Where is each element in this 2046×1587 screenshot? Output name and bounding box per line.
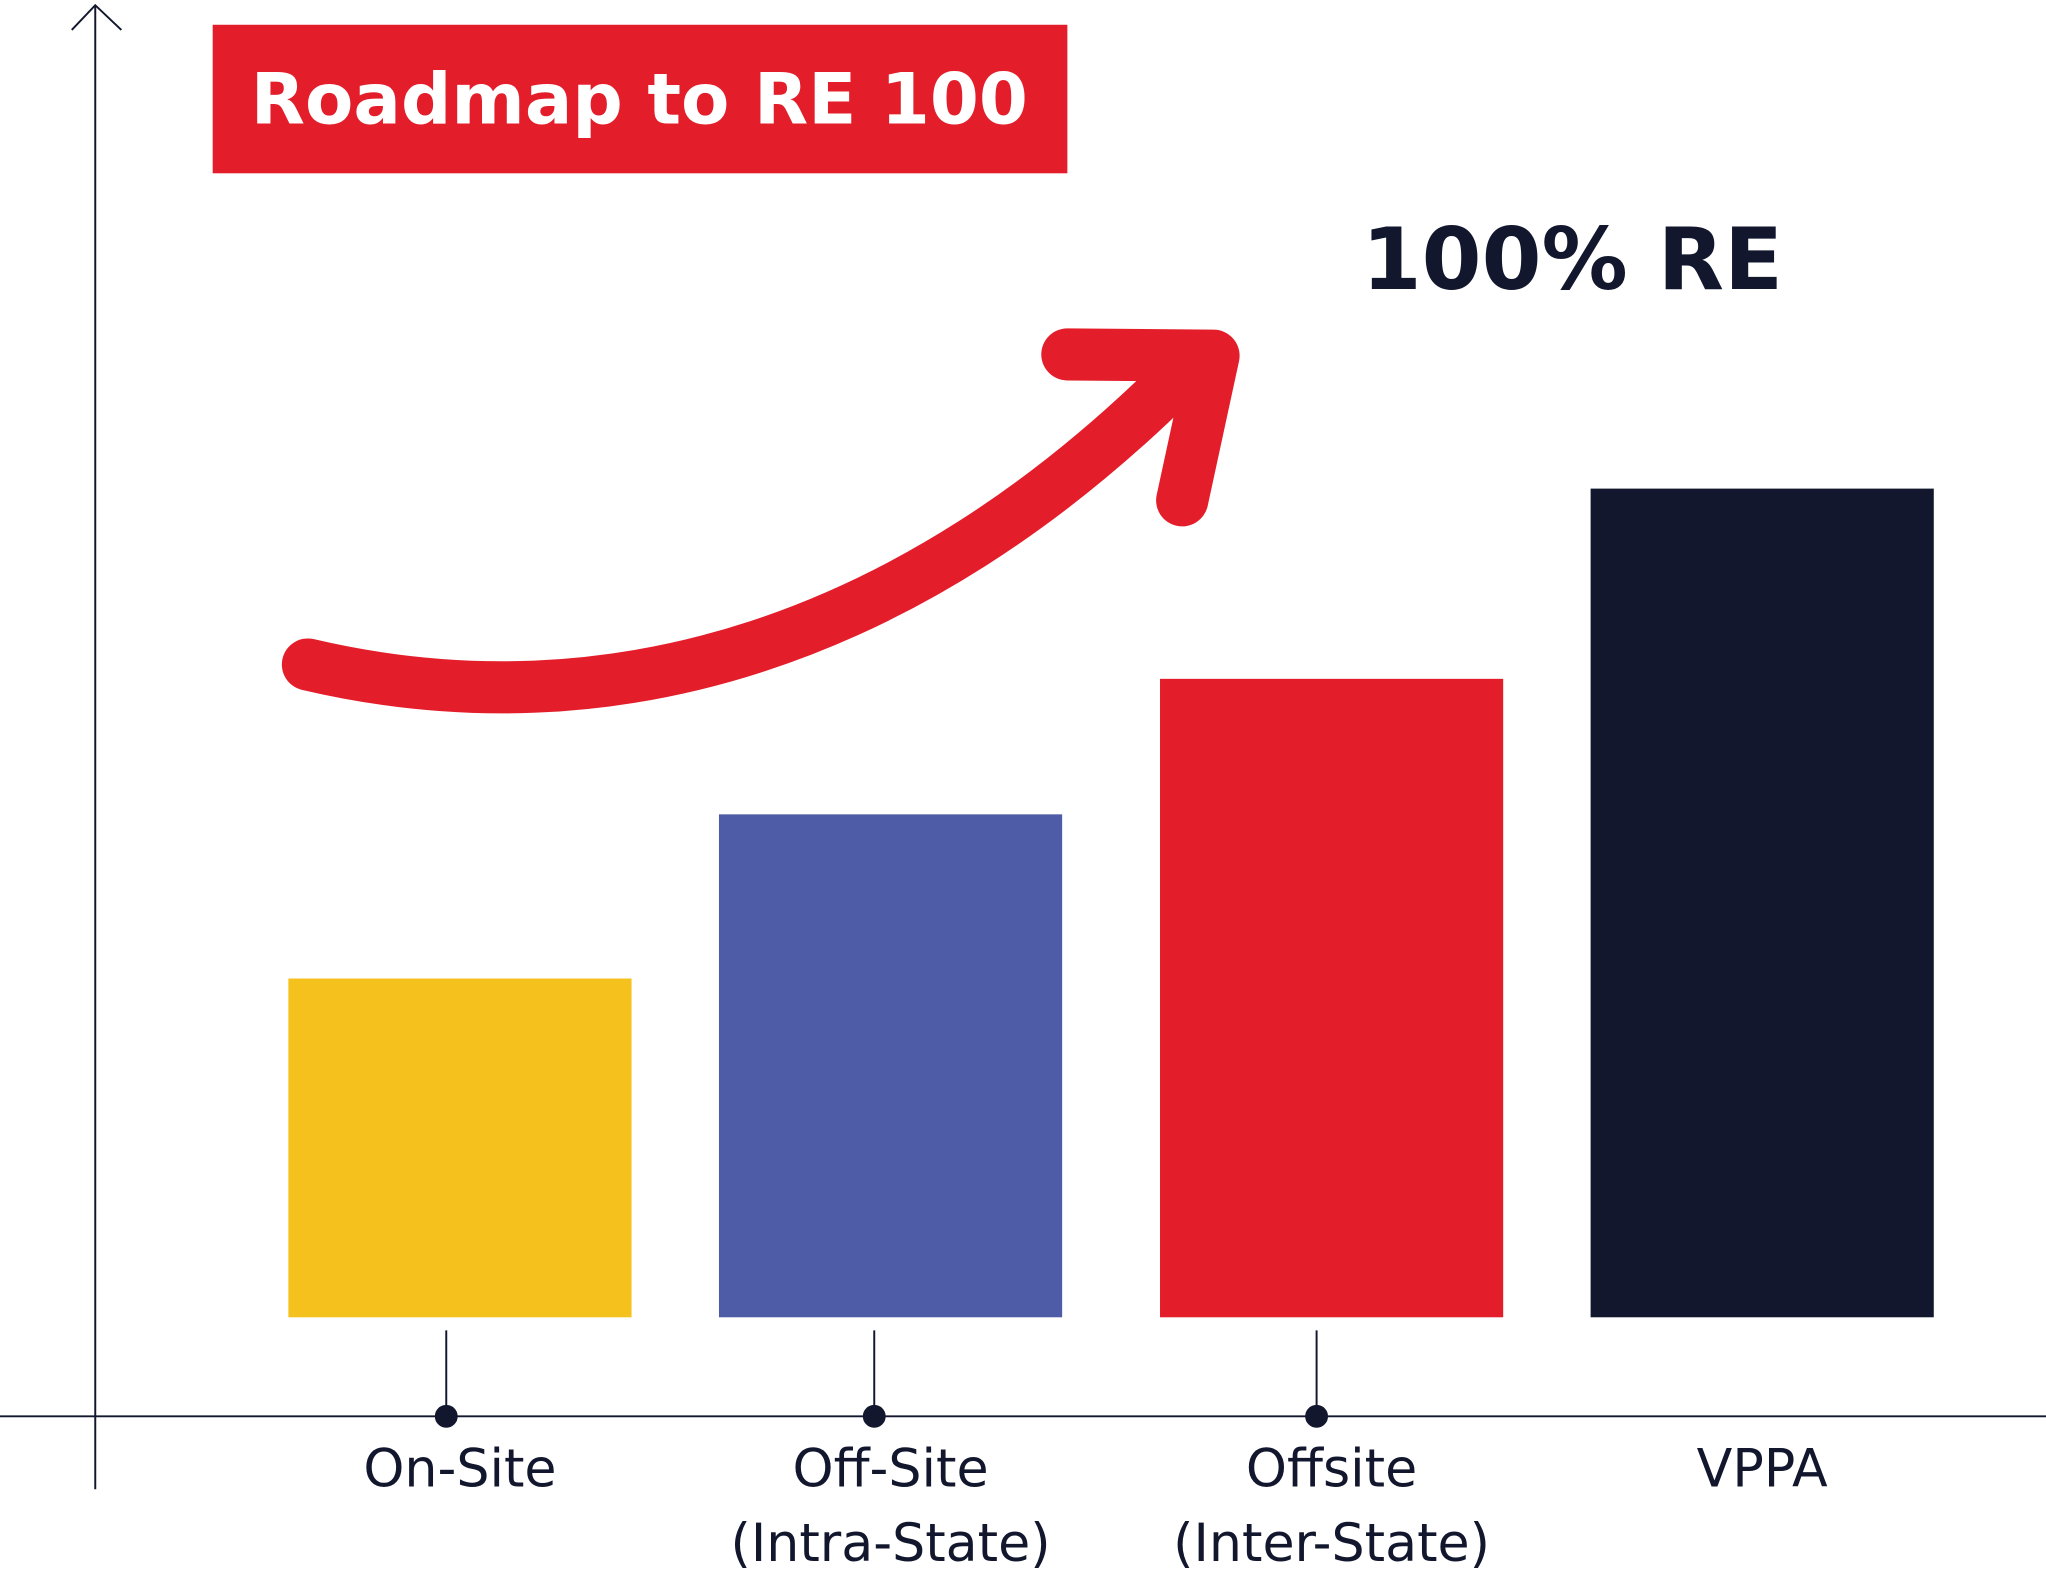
trend-arrow-head: [1041, 328, 1240, 527]
connector-dot: [862, 1404, 886, 1428]
x-label-box: On-Site: [363, 1439, 557, 1500]
title-box: [212, 24, 1068, 174]
x-tick-label: VPPA: [1696, 1439, 1828, 1500]
x-label-box: Offsite (Inter-State): [1173, 1439, 1491, 1574]
y-axis-arrow: [71, 3, 123, 31]
x-label-box: Off-Site (Intra-State): [730, 1439, 1051, 1574]
chart-title: Roadmap to RE 100: [251, 59, 1028, 141]
bar: [1160, 678, 1504, 1318]
trend-arrow: [281, 354, 1201, 714]
x-tick-label: On-Site: [363, 1439, 557, 1500]
connector-dot: [434, 1404, 458, 1428]
x-tick-label: Offsite (Inter-State): [1173, 1439, 1491, 1574]
x-label-box: VPPA: [1696, 1439, 1828, 1500]
bar: [718, 814, 1063, 1318]
connector-dot: [1305, 1404, 1329, 1428]
bar: [1590, 488, 1934, 1318]
x-tick-label: Off-Site (Intra-State): [730, 1439, 1051, 1574]
connectors: [434, 1330, 1329, 1428]
bar: [288, 978, 632, 1318]
annotation: 100% RE: [1362, 210, 1783, 310]
